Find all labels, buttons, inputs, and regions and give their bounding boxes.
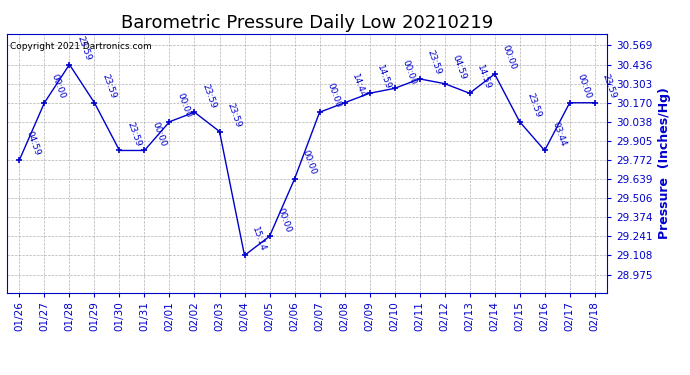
Text: 14:44: 14:44 [350, 73, 367, 100]
Text: 23:59: 23:59 [425, 49, 442, 76]
Text: Copyright 2021 Dartronics.com: Copyright 2021 Dartronics.com [10, 42, 152, 51]
Text: 14:59: 14:59 [375, 63, 393, 90]
Text: 23:59: 23:59 [525, 92, 542, 119]
Text: 14:59: 14:59 [475, 63, 493, 90]
Title: Barometric Pressure Daily Low 20210219: Barometric Pressure Daily Low 20210219 [121, 14, 493, 32]
Text: 00:00: 00:00 [575, 73, 593, 100]
Text: 23:59: 23:59 [200, 82, 217, 110]
Text: 00:00: 00:00 [275, 206, 293, 234]
Text: 23:59: 23:59 [125, 120, 142, 148]
Y-axis label: Pressure  (Inches/Hg): Pressure (Inches/Hg) [658, 87, 671, 239]
Text: 04:59: 04:59 [25, 130, 42, 157]
Text: 23:59: 23:59 [100, 73, 117, 100]
Text: 00:00: 00:00 [175, 92, 193, 119]
Text: 23:59: 23:59 [225, 102, 242, 129]
Text: 00:00: 00:00 [150, 120, 168, 148]
Text: 04:59: 04:59 [450, 54, 467, 81]
Text: 00:00: 00:00 [325, 82, 342, 110]
Text: 23:59: 23:59 [75, 34, 92, 62]
Text: 23:59: 23:59 [600, 73, 618, 100]
Text: 00:00: 00:00 [300, 149, 317, 176]
Text: 03:44: 03:44 [550, 120, 567, 148]
Text: 00:00: 00:00 [500, 44, 518, 71]
Text: 15:14: 15:14 [250, 225, 267, 253]
Text: 00:00: 00:00 [50, 73, 68, 100]
Text: 00:00: 00:00 [400, 58, 417, 86]
